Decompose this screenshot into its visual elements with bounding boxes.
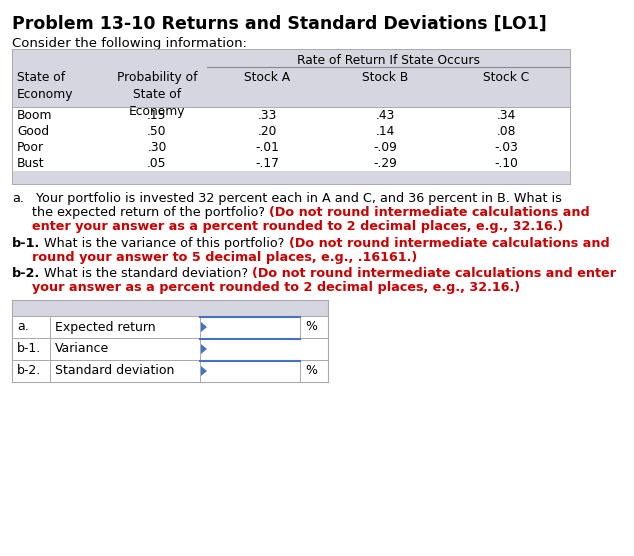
FancyBboxPatch shape [12,300,328,316]
FancyBboxPatch shape [12,123,570,139]
Text: .34: .34 [496,109,515,122]
Text: Variance: Variance [55,342,109,355]
FancyBboxPatch shape [12,49,570,184]
Text: -.03: -.03 [494,141,518,154]
Text: the expected return of the portfolio?: the expected return of the portfolio? [12,206,269,219]
Text: State of
Economy: State of Economy [17,71,74,101]
Polygon shape [201,344,207,354]
Text: .15: .15 [147,109,167,122]
Text: %: % [305,320,317,334]
Text: (Do not round intermediate calculations and enter: (Do not round intermediate calculations … [252,267,616,280]
FancyBboxPatch shape [12,139,570,155]
FancyBboxPatch shape [12,338,328,360]
Text: Stock B: Stock B [362,71,408,84]
Text: Standard deviation: Standard deviation [55,365,174,378]
Text: Boom: Boom [17,109,53,122]
Text: %: % [305,365,317,378]
Polygon shape [201,366,207,376]
Text: (Do not round intermediate calculations and: (Do not round intermediate calculations … [269,206,590,219]
Text: Probability of
State of
Economy: Probability of State of Economy [117,71,197,118]
Text: round your answer to 5 decimal places, e.g., .16161.): round your answer to 5 decimal places, e… [32,251,417,264]
Text: -.17: -.17 [256,157,280,170]
Text: .43: .43 [375,109,395,122]
FancyBboxPatch shape [12,316,328,338]
FancyBboxPatch shape [12,360,328,382]
Text: .05: .05 [147,157,167,170]
Text: What is the standard deviation?: What is the standard deviation? [40,267,252,280]
Text: -.10: -.10 [494,157,518,170]
Text: b-1.: b-1. [17,342,41,355]
Text: b-2.: b-2. [17,365,41,378]
Text: .08: .08 [496,125,515,138]
Text: Expected return: Expected return [55,320,155,334]
Text: (Do not round intermediate calculations and: (Do not round intermediate calculations … [288,237,609,250]
Text: Poor: Poor [17,141,44,154]
FancyBboxPatch shape [12,107,570,123]
Text: -.09: -.09 [373,141,397,154]
Text: Rate of Return If State Occurs: Rate of Return If State Occurs [297,54,480,67]
Text: What is the variance of this portfolio?: What is the variance of this portfolio? [40,237,288,250]
Text: your answer as a percent rounded to 2 decimal places, e.g., 32.16.): your answer as a percent rounded to 2 de… [32,281,520,294]
Text: a.: a. [12,192,24,205]
Polygon shape [201,322,207,332]
Text: .20: .20 [258,125,277,138]
Text: Your portfolio is invested 32 percent each in A and C, and 36 percent in B. What: Your portfolio is invested 32 percent ea… [24,192,562,205]
Text: Stock A: Stock A [245,71,290,84]
Text: Consider the following information:: Consider the following information: [12,37,247,50]
Text: .33: .33 [258,109,277,122]
Text: .50: .50 [147,125,167,138]
Text: Stock C: Stock C [483,71,529,84]
Text: Bust: Bust [17,157,44,170]
FancyBboxPatch shape [12,155,570,171]
Text: b-1.: b-1. [12,237,40,250]
Text: Good: Good [17,125,49,138]
Text: b-2.: b-2. [12,267,40,280]
Text: .14: .14 [375,125,395,138]
Text: -.29: -.29 [373,157,397,170]
Text: enter your answer as a percent rounded to 2 decimal places, e.g., 32.16.): enter your answer as a percent rounded t… [32,220,564,233]
Text: a.: a. [17,320,29,334]
Text: .30: .30 [147,141,167,154]
Text: Problem 13-10 Returns and Standard Deviations [LO1]: Problem 13-10 Returns and Standard Devia… [12,15,547,33]
Text: -.01: -.01 [256,141,280,154]
